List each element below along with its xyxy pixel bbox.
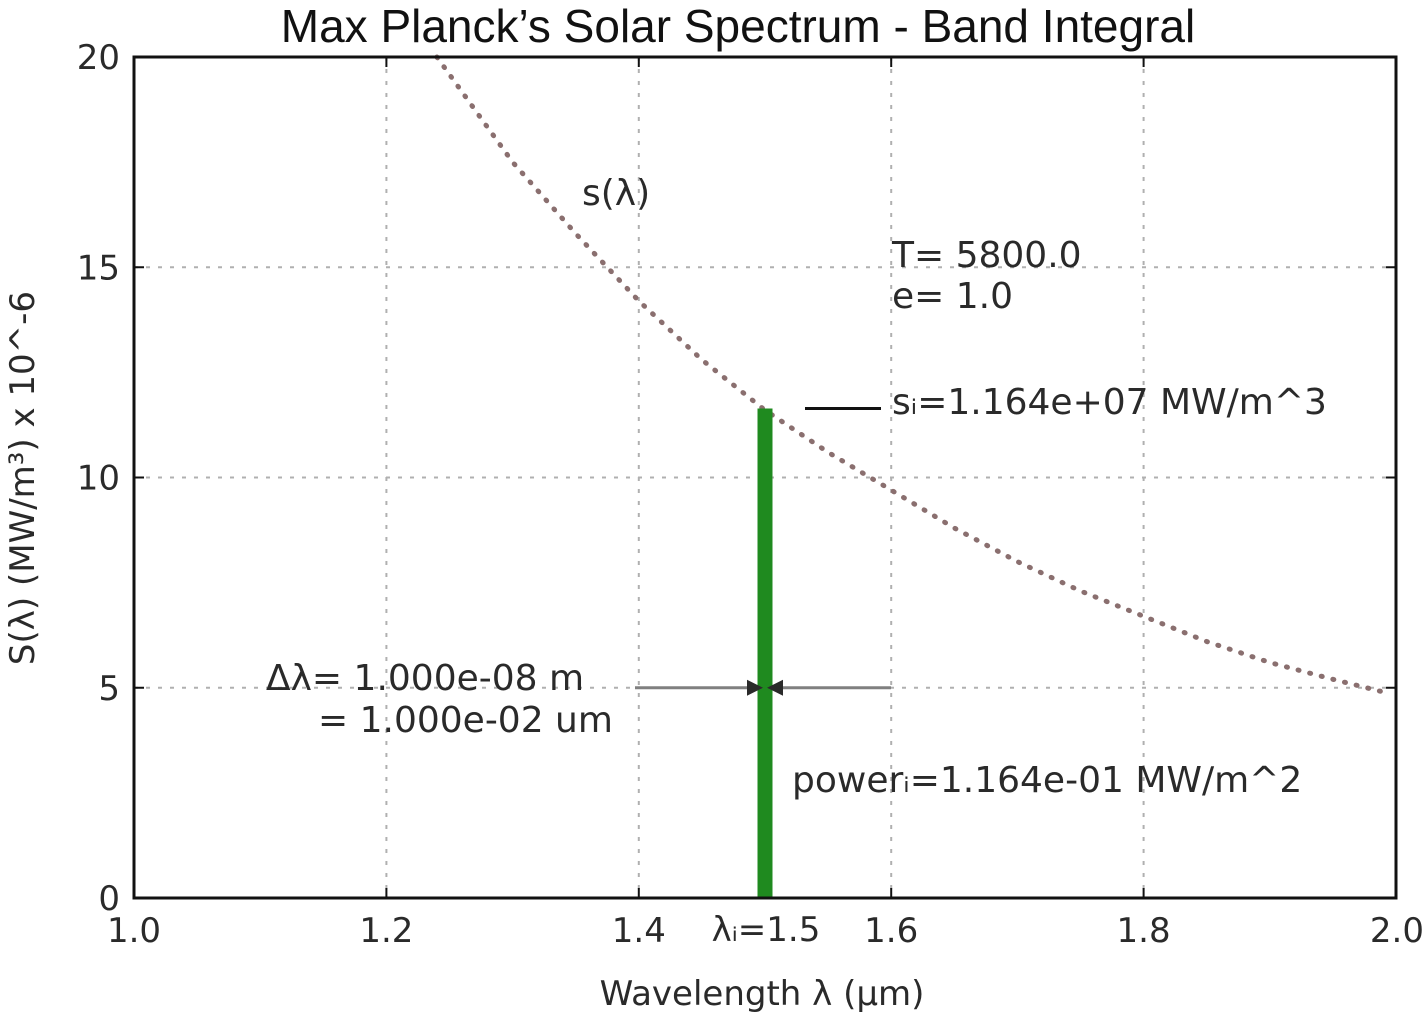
spectrum-curve bbox=[434, 54, 1386, 695]
curve-label: s(λ) bbox=[582, 173, 650, 214]
y-tick-label: 20 bbox=[77, 38, 120, 78]
x-tick-label: 1.2 bbox=[359, 911, 413, 951]
y-tick-label: 0 bbox=[98, 879, 120, 919]
y-axis-label: S(λ) (MW/m³) x 10^-6 bbox=[3, 291, 43, 665]
y-tick-label: 10 bbox=[77, 459, 120, 499]
chart-title: Max Planck’s Solar Spectrum - Band Integ… bbox=[281, 0, 1195, 52]
grid bbox=[134, 57, 1396, 898]
temperature-label: T= 5800.0 bbox=[891, 235, 1082, 276]
x-tick-label: 1.4 bbox=[612, 911, 666, 951]
x-tick-label: 1.6 bbox=[864, 911, 918, 951]
x-tick-label: 1.0 bbox=[107, 911, 161, 951]
lambda-band-label: λᵢ=1.5 bbox=[712, 910, 821, 950]
delta-lambda-m-label: Δλ= 1.000e-08 m bbox=[266, 658, 584, 699]
x-axis-label: Wavelength λ (μm) bbox=[600, 974, 925, 1014]
y-tick-label: 5 bbox=[98, 669, 120, 709]
x-tick-label: 2.0 bbox=[1370, 911, 1424, 951]
curve-s-lambda bbox=[434, 54, 1386, 695]
s-value-label: sᵢ=1.164e+07 MW/m^3 bbox=[892, 382, 1327, 423]
delta-arrowhead-right bbox=[767, 679, 783, 696]
x-axis-ticks: 1.0 1.2 1.4 1.6 1.8 2.0 bbox=[107, 57, 1424, 951]
band-marks bbox=[635, 407, 891, 898]
delta-lambda-um-label: = 1.000e-02 um bbox=[318, 700, 613, 741]
power-label: powerᵢ=1.164e-01 MW/m^2 bbox=[792, 760, 1302, 801]
y-tick-label: 15 bbox=[77, 248, 120, 288]
x-tick-label: 1.8 bbox=[1117, 911, 1171, 951]
y-axis-ticks: 0 5 10 15 20 bbox=[77, 38, 1396, 919]
delta-arrowhead-left bbox=[747, 679, 763, 696]
emissivity-label: e= 1.0 bbox=[892, 276, 1013, 317]
